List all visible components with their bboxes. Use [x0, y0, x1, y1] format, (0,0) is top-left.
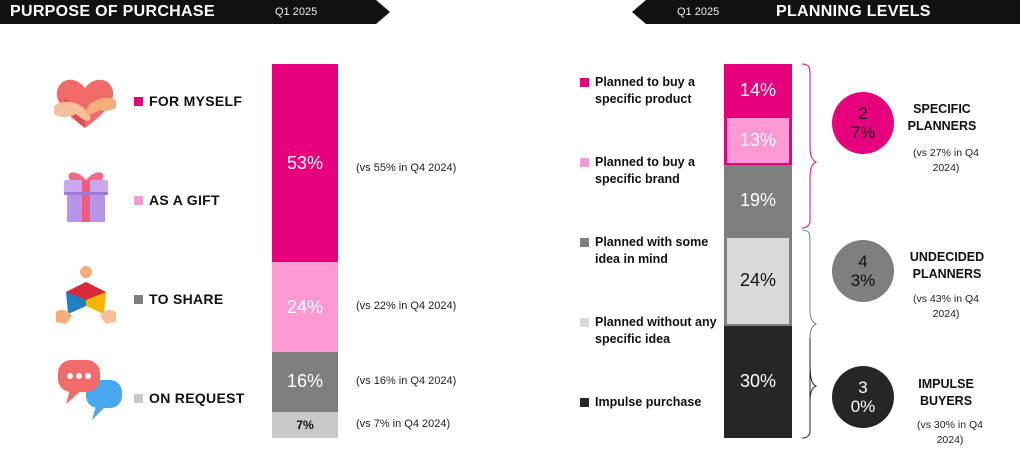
- bar-segment-specific-brand: 13%: [727, 118, 789, 163]
- plan-label-impulse: Impulse purchase: [580, 394, 720, 411]
- swatch-to-share: [134, 294, 143, 304]
- brace-impulse: [801, 338, 818, 439]
- bar-segment-to-share: 16%: [272, 351, 338, 412]
- value-label-impulse: 30%: [739, 371, 777, 392]
- planning-title: PLANNING LEVELS: [776, 3, 931, 20]
- comparison-to-share: (vs 16% in Q4 2024): [356, 374, 457, 387]
- brace-undecided: [801, 229, 818, 339]
- bar-segment-some-idea: 19%: [724, 164, 792, 237]
- planning-header: Q1 2025 PLANNING LEVELS: [632, 0, 1020, 24]
- comparison-on-request: (vs 7% in Q4 2024): [356, 417, 451, 430]
- value-label-on-request: 7%: [296, 417, 314, 432]
- bar-segment-specific-product: 14%: [724, 64, 792, 117]
- group-circle-undecided: 43%: [832, 240, 894, 302]
- plan-label-specific-product: Planned to buy a specific product: [580, 74, 720, 108]
- group-comparison-undecided: (vs 43% in Q4 2024): [913, 293, 979, 320]
- value-label-for-myself: 53%: [286, 152, 324, 173]
- value-label-as-a-gift: 24%: [286, 296, 324, 317]
- group-comparison-specific: (vs 27% in Q4 2024): [913, 147, 979, 174]
- purpose-header: PURPOSE OF PURCHASE Q1 2025: [0, 0, 390, 24]
- category-label-on-request: ON REQUEST: [134, 390, 245, 406]
- value-label-some-idea: 19%: [739, 189, 777, 210]
- plan-label-no-specific-idea: Planned without any specific idea: [580, 314, 720, 348]
- bar-segment-no-specific-idea: 24%: [727, 238, 789, 324]
- bar-segment-as-a-gift: 24%: [272, 262, 338, 352]
- chat-bubbles-icon: [56, 358, 126, 422]
- value-label-specific-product: 14%: [739, 79, 777, 100]
- group-title-specific: SPECIFIC PLANNERS: [907, 102, 977, 133]
- bar-segment-impulse: 30%: [724, 325, 792, 438]
- swatch-for-myself: [134, 96, 143, 106]
- purpose-period: Q1 2025: [275, 6, 318, 18]
- group-title-impulse: IMPULSE BUYERS: [918, 377, 974, 408]
- heart-hands-icon: [50, 70, 120, 134]
- group-circle-specific: 27%: [832, 92, 894, 154]
- value-label-no-specific-idea: 24%: [739, 270, 777, 291]
- bar-segment-for-myself: 53%: [272, 64, 338, 263]
- comparison-as-a-gift: (vs 22% in Q4 2024): [356, 300, 457, 313]
- swatch-as-a-gift: [134, 195, 143, 205]
- value-label-to-share: 16%: [286, 371, 324, 392]
- plan-label-specific-brand: Planned to buy a specific brand: [580, 154, 720, 188]
- group-circle-impulse: 30%: [832, 366, 894, 428]
- swatch-on-request: [134, 393, 143, 403]
- gift-box-icon: [56, 166, 126, 230]
- comparison-for-myself: (vs 55% in Q4 2024): [356, 162, 457, 175]
- bar-segment-on-request: 7%: [272, 411, 338, 438]
- plan-label-some-idea: Planned with some idea in mind: [580, 234, 724, 268]
- brace-specific: [801, 63, 818, 229]
- value-label-specific-brand: 13%: [739, 130, 777, 151]
- purpose-title: PURPOSE OF PURCHASE: [10, 3, 215, 20]
- group-title-undecided: UNDECIDED PLANNERS: [909, 250, 985, 281]
- group-comparison-impulse: (vs 30% in Q4 2024): [917, 419, 983, 446]
- group-braces: [801, 63, 818, 439]
- category-label-to-share: TO SHARE: [134, 291, 224, 307]
- planning-period: Q1 2025: [677, 6, 720, 18]
- category-label-for-myself: FOR MYSELF: [134, 93, 242, 109]
- sharing-hands-icon: [54, 262, 124, 326]
- category-label-as-a-gift: AS A GIFT: [134, 192, 220, 208]
